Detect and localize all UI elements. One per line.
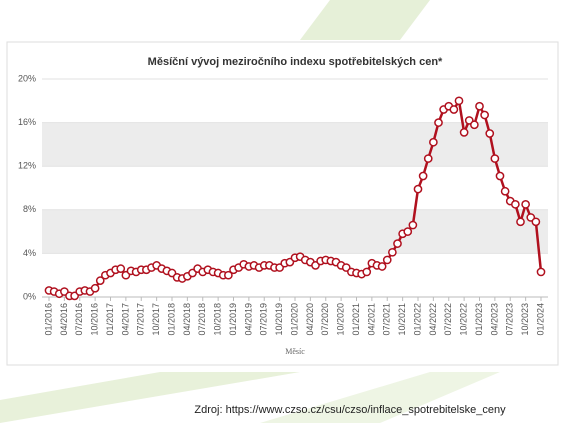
x-tick-label: 10/2018 xyxy=(213,303,223,336)
x-tick-label: 04/2016 xyxy=(59,303,69,336)
grid-band xyxy=(42,123,548,167)
x-tick-label: 07/2020 xyxy=(320,303,330,336)
x-tick-label: 07/2019 xyxy=(259,303,269,336)
chart-title: Měsíční vývoj meziročního indexu spotřeb… xyxy=(148,56,443,68)
x-tick-label: 04/2021 xyxy=(366,303,376,336)
marker xyxy=(455,97,462,104)
x-tick-label: 01/2018 xyxy=(166,303,176,336)
marker xyxy=(476,103,483,110)
grid-band xyxy=(42,210,548,254)
x-tick-label: 07/2016 xyxy=(74,303,84,336)
marker xyxy=(512,201,519,208)
slide: Měsíční vývoj meziročního indexu spotřeb… xyxy=(0,0,566,423)
x-tick-label: 10/2019 xyxy=(274,303,284,336)
x-tick-label: 01/2022 xyxy=(412,303,422,336)
marker xyxy=(502,188,509,195)
marker xyxy=(92,285,99,292)
x-tick-label: 07/2017 xyxy=(136,303,146,336)
y-tick-label: 0% xyxy=(23,291,36,301)
marker xyxy=(384,256,391,263)
x-tick-label: 01/2024 xyxy=(535,303,545,336)
x-tick-label: 10/2016 xyxy=(90,303,100,336)
x-tick-label: 01/2020 xyxy=(289,303,299,336)
marker xyxy=(409,221,416,228)
x-axis-title: Měsíc xyxy=(285,347,305,356)
marker xyxy=(394,240,401,247)
marker xyxy=(425,155,432,162)
x-tick-label: 04/2018 xyxy=(182,303,192,336)
marker xyxy=(491,155,498,162)
chart: Měsíční vývoj meziročního indexu spotřeb… xyxy=(0,0,566,423)
x-tick-label: 07/2022 xyxy=(443,303,453,336)
x-tick-label: 10/2023 xyxy=(520,303,530,336)
marker xyxy=(481,111,488,118)
y-tick-label: 16% xyxy=(18,117,36,127)
x-tick-label: 04/2023 xyxy=(489,303,499,336)
x-tick-label: 07/2023 xyxy=(505,303,515,336)
x-tick-label: 07/2021 xyxy=(382,303,392,336)
y-tick-label: 4% xyxy=(23,248,36,258)
marker xyxy=(496,172,503,179)
marker xyxy=(430,139,437,146)
x-tick-label: 04/2020 xyxy=(305,303,315,336)
marker xyxy=(450,106,457,113)
x-tick-label: 01/2023 xyxy=(474,303,484,336)
marker xyxy=(414,185,421,192)
y-tick-label: 20% xyxy=(18,73,36,83)
x-tick-label: 10/2021 xyxy=(397,303,407,336)
x-tick-label: 01/2021 xyxy=(351,303,361,336)
marker xyxy=(532,218,539,225)
source: Zdroj: https://www.czso.cz/csu/czso/infl… xyxy=(194,404,506,416)
marker xyxy=(471,121,478,128)
x-tick-label: 01/2017 xyxy=(105,303,115,336)
x-tick-label: 10/2022 xyxy=(459,303,469,336)
marker xyxy=(117,265,124,272)
x-tick-label: 10/2020 xyxy=(336,303,346,336)
marker xyxy=(486,130,493,137)
x-tick-label: 01/2016 xyxy=(43,303,53,336)
marker xyxy=(517,218,524,225)
marker xyxy=(522,201,529,208)
marker xyxy=(461,129,468,136)
y-tick-label: 8% xyxy=(23,204,36,214)
x-tick-label: 04/2019 xyxy=(243,303,253,336)
marker xyxy=(389,249,396,256)
marker xyxy=(435,119,442,126)
decoration xyxy=(300,0,430,40)
x-tick-label: 07/2018 xyxy=(197,303,207,336)
marker xyxy=(363,268,370,275)
marker xyxy=(537,268,544,275)
x-tick-label: 01/2019 xyxy=(228,303,238,336)
marker xyxy=(379,263,386,270)
x-tick-label: 10/2017 xyxy=(151,303,161,336)
marker xyxy=(420,172,427,179)
x-tick-label: 04/2022 xyxy=(428,303,438,336)
y-tick-label: 12% xyxy=(18,161,36,171)
marker xyxy=(404,228,411,235)
x-tick-label: 04/2017 xyxy=(120,303,130,336)
